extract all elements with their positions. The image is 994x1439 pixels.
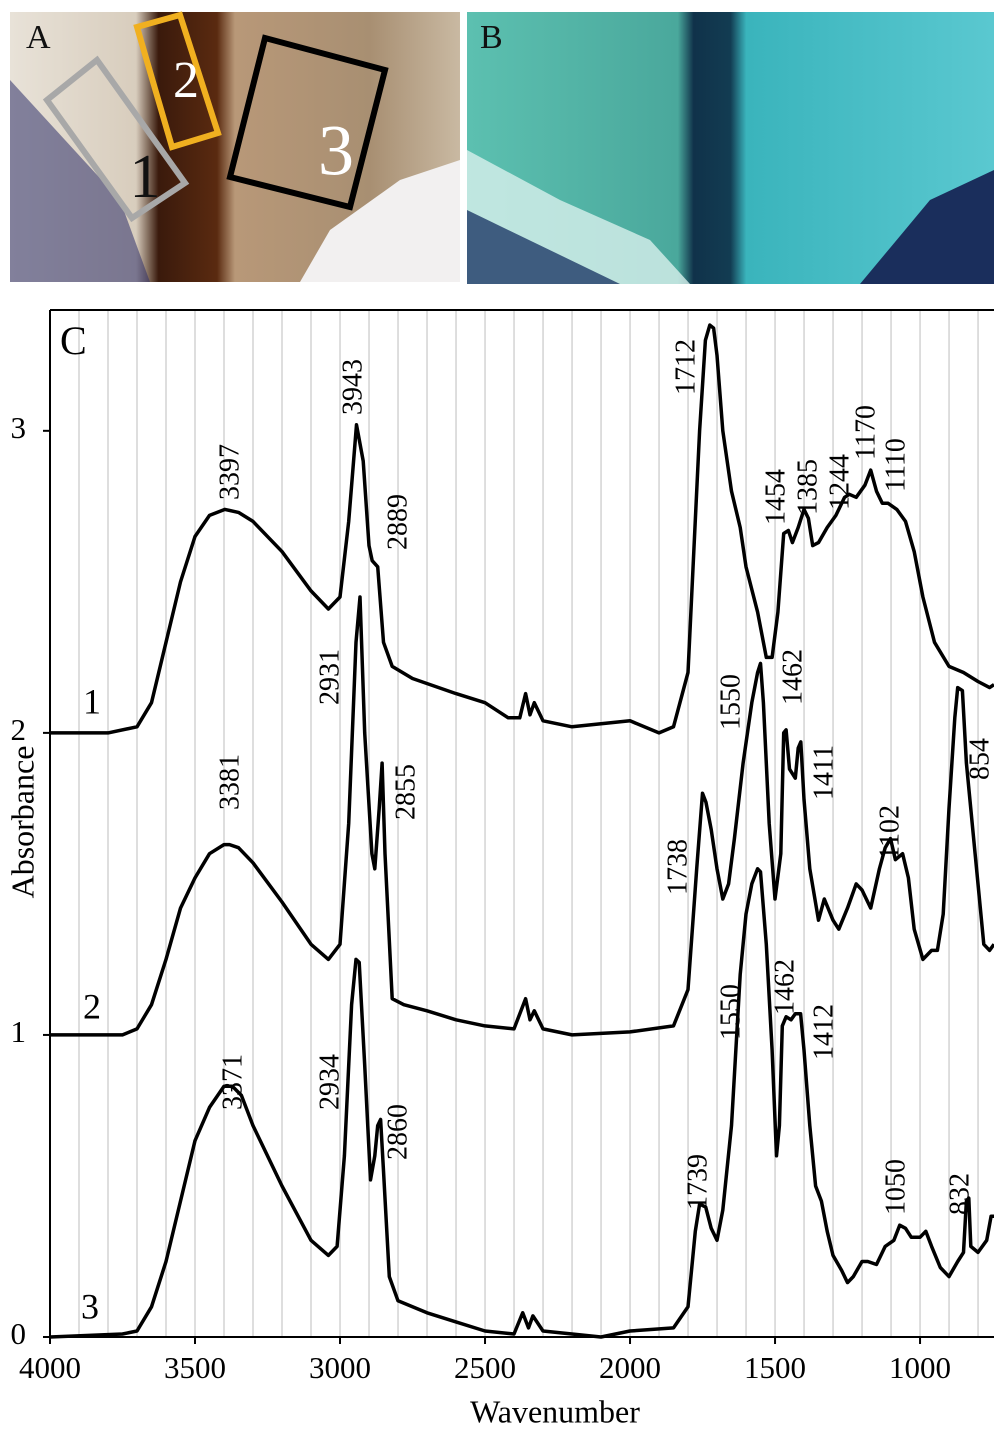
peak-label: 3371 xyxy=(217,1054,248,1110)
peak-label: 2855 xyxy=(390,764,421,820)
region-label: 1 xyxy=(130,143,161,211)
spectrum-line xyxy=(50,595,994,1037)
peak-label: 1454 xyxy=(760,469,791,525)
series-label: 3 xyxy=(81,1286,99,1326)
x-tick-label: 2000 xyxy=(599,1350,661,1385)
x-tick-label: 2500 xyxy=(454,1350,516,1385)
y-tick-label: 0 xyxy=(11,1316,27,1351)
peak-label: 1110 xyxy=(880,438,911,492)
peak-label: 3381 xyxy=(214,754,245,810)
peak-label: 1462 xyxy=(777,649,808,705)
x-tick-label: 3000 xyxy=(309,1350,371,1385)
x-tick-label: 1500 xyxy=(744,1350,806,1385)
region-box xyxy=(42,55,190,223)
panel-label: A xyxy=(26,19,51,56)
peak-label: 1050 xyxy=(880,1159,911,1215)
peak-label: 2889 xyxy=(382,494,413,550)
peak-label: 1712 xyxy=(670,339,701,395)
peak-label: 2931 xyxy=(314,649,345,705)
x-tick-label: 4000 xyxy=(19,1350,81,1385)
plot-area xyxy=(50,323,994,1339)
panel-c: 4000 3500 3000 2500 2000 1500 1000 0 1 2 3 Wavenumb… xyxy=(4,309,994,1429)
x-tick-label: 3500 xyxy=(164,1350,226,1385)
crystal-area xyxy=(10,80,150,282)
peak-label: 1170 xyxy=(850,405,881,460)
dark-area xyxy=(467,210,620,284)
peak-label: 1411 xyxy=(808,745,839,800)
region-label: 3 xyxy=(318,111,354,191)
panel-a: A 1 2 3 xyxy=(10,11,460,282)
y-axis-label: Absorbance xyxy=(4,746,40,899)
peak-label: 1244 xyxy=(824,454,855,510)
x-axis-label: Wavenumber xyxy=(470,1393,640,1429)
x-tick-label: 1000 xyxy=(889,1350,951,1385)
y-tick-label: 3 xyxy=(11,410,27,445)
region-box xyxy=(133,11,222,151)
peak-label: 2934 xyxy=(314,1054,345,1110)
y-tick-label: 1 xyxy=(11,1014,27,1049)
region-box xyxy=(226,34,389,211)
peak-label: 1550 xyxy=(715,984,746,1040)
peak-label: 1739 xyxy=(682,1154,713,1210)
peak-label: 1550 xyxy=(715,674,746,730)
peak-label: 832 xyxy=(944,1173,975,1215)
y-tick-label: 2 xyxy=(11,712,27,747)
spectrum-line xyxy=(50,323,994,735)
peak-label: 1102 xyxy=(874,805,905,860)
peak-label: 1385 xyxy=(792,459,823,515)
peak-label: 3943 xyxy=(337,359,368,415)
peak-label: 2860 xyxy=(382,1104,413,1160)
peak-label: 1462 xyxy=(769,959,800,1015)
peak-label: 854 xyxy=(964,738,994,780)
panel-b: B xyxy=(467,12,994,284)
panel-label: C xyxy=(60,318,87,363)
series-label: 2 xyxy=(83,986,101,1026)
panel-label: B xyxy=(480,19,503,56)
dark-area xyxy=(860,170,994,284)
peak-label: 1738 xyxy=(662,839,693,895)
peak-label: 1412 xyxy=(808,1004,839,1060)
region-label: 2 xyxy=(173,52,199,109)
clear-area xyxy=(300,160,460,282)
peak-label: 3397 xyxy=(214,444,245,500)
spectrum-line xyxy=(50,867,994,1339)
series-label: 1 xyxy=(83,681,101,721)
